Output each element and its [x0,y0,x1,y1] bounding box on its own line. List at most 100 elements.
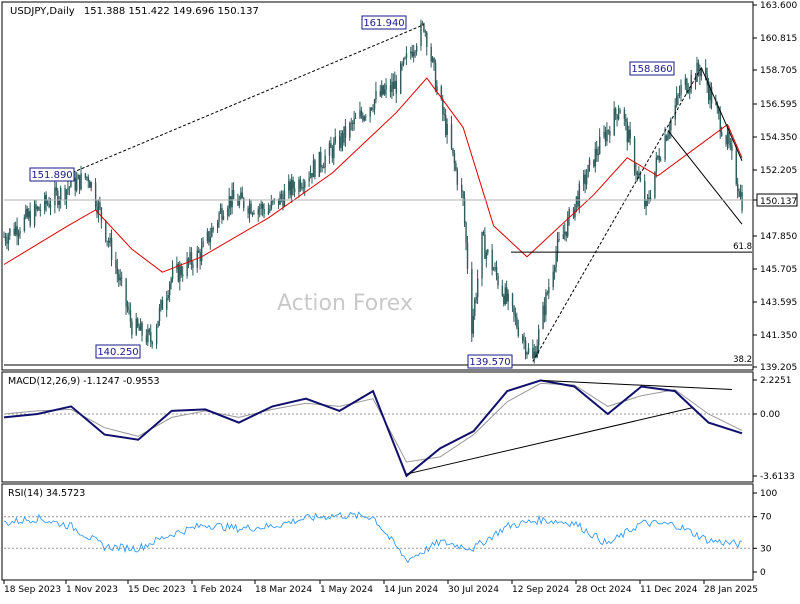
candle-body [472,315,475,334]
candle-body [594,148,597,167]
candle-body [657,155,659,158]
price-annotation-box [95,344,141,359]
candle-body [171,268,174,279]
fib-label: 38.2 [733,355,752,365]
candle-body [77,174,79,180]
candle-body [725,135,727,145]
candle-body [462,191,464,199]
candle-body [485,252,488,259]
candle-body [553,267,556,272]
macd-y-tick-label: 0.00 [760,410,780,420]
candle-body [280,194,283,198]
candle-body [729,142,732,146]
candle-body [166,297,168,310]
x-tick-label: 12 Sep 2024 [512,585,569,595]
candle-body [655,157,658,172]
candle-body [375,91,377,100]
candle-body [19,231,21,234]
candle-body [13,228,15,235]
candle-body [533,351,536,359]
candle-body [585,177,588,185]
rsi-panel [1,483,754,581]
price-annotation-box [629,61,675,76]
candle-body [3,236,5,238]
x-tick-label: 14 Jun 2024 [384,585,438,595]
candle-body [311,173,313,178]
candle-body [583,174,585,184]
candle-body [514,314,517,318]
candle-body [186,258,188,276]
candle-body [617,113,620,120]
candle-body [267,210,270,215]
candle-body [7,235,10,244]
candle-body [28,211,30,218]
candle-body [78,174,81,190]
candle-body [304,181,306,188]
candle-body [475,297,477,300]
candle-body [646,197,649,202]
y-tick-label: 154.350 [760,133,797,143]
candle-body [465,223,467,243]
candle-body [138,326,140,331]
candle-body [289,181,291,195]
candle-body [353,118,355,124]
candle-body [338,136,341,149]
candle-body [100,207,103,221]
candle-body [568,209,570,218]
candle-body [279,194,281,205]
candle-body [150,332,152,342]
candle-body [690,74,692,89]
candle-body [219,208,222,214]
candle-body [160,300,162,309]
macd-line [3,379,743,478]
candle-body [545,292,547,315]
candle-body [739,192,742,197]
candle-body [456,170,459,185]
candle-body [169,283,171,296]
candle-body [513,305,515,315]
candle-body [99,202,101,208]
candle-body [442,99,444,115]
candle-body [189,252,191,262]
x-tick-label: 18 Sep 2023 [4,585,61,595]
candle-body [402,58,405,65]
candle-body [719,113,722,133]
candle-body [506,287,508,302]
candle-body [491,249,493,271]
candle-body [243,198,245,209]
candle-body [443,114,445,116]
x-tick-label: 1 May 2024 [320,585,373,595]
candle-body [527,347,530,353]
current-price-box [756,193,798,207]
candle-body [404,57,406,59]
candle-body [654,171,656,198]
y-tick-label: 156.595 [760,100,797,110]
candle-body [400,63,402,94]
candle-body [466,242,469,269]
candle-body [145,335,148,343]
candle-body [370,107,373,110]
candle-body [283,190,286,207]
candle-body [170,278,172,284]
candle-body [84,173,87,178]
candle-body [420,23,422,46]
candle-body [187,258,190,262]
candle-body [584,174,586,185]
candle-body [524,340,527,355]
candle-body [548,286,550,294]
candle-body [686,78,688,93]
candle-body [726,132,729,145]
candle-body [721,132,723,136]
candle-body [741,192,743,211]
candle-body [667,134,669,141]
candle-body [340,132,342,149]
candle-body [320,151,322,168]
candle-body [526,352,528,355]
x-tick-label: 30 Jul 2024 [448,585,499,595]
candle-body [700,67,703,77]
candle-body [277,198,280,205]
candle-body [423,23,425,32]
candle-body [543,305,546,315]
candle-body [737,183,739,192]
